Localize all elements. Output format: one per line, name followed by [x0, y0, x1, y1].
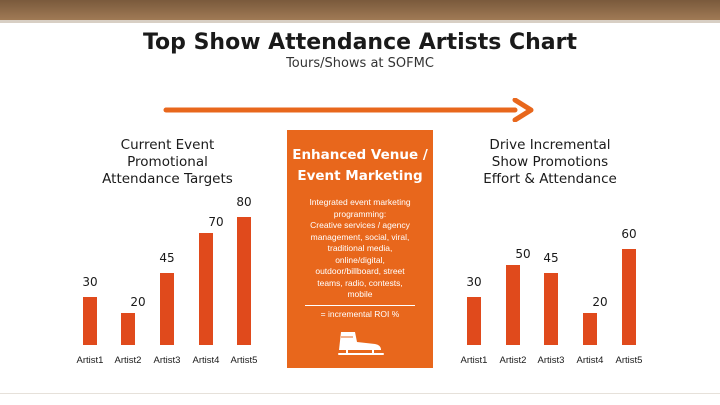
category-label: Artist1 — [76, 355, 104, 366]
center-box-divider — [305, 304, 415, 306]
center-box-roi: = incremental ROI % — [320, 308, 400, 319]
right-heading-line: Effort & Attendance — [483, 171, 617, 187]
bar-value-label: 50 — [515, 247, 531, 261]
progress-arrow-icon — [163, 97, 538, 126]
category-label: Artist5 — [230, 355, 258, 366]
center-heading-line: Event Marketing — [297, 168, 423, 184]
category-label: Artist3 — [537, 355, 565, 366]
bar-artist4 — [199, 233, 213, 345]
bar-artist1 — [83, 297, 97, 345]
page-subtitle: Tours/Shows at SOFMC — [286, 56, 434, 71]
bar-artist2 — [121, 313, 135, 345]
bar-value-label: 45 — [543, 251, 559, 265]
left-heading-line: Attendance Targets — [102, 171, 233, 187]
bar-artist1 — [467, 297, 481, 345]
top-decorative-bar — [0, 0, 720, 20]
left-heading-line: Promotional — [127, 154, 208, 170]
bar-artist4 — [583, 313, 597, 345]
ice-skate-icon — [335, 328, 387, 362]
bar-artist3 — [544, 273, 558, 345]
bar-value-label: 20 — [130, 295, 146, 309]
left-heading-line: Current Event — [120, 137, 215, 153]
right-heading-line: Drive Incremental — [489, 137, 611, 153]
center-box-heading: Enhanced Venue / Event Marketing — [287, 145, 433, 187]
category-label: Artist4 — [192, 355, 220, 366]
category-label: Artist2 — [114, 355, 142, 366]
center-body-line: management, social, viral, — [310, 231, 410, 242]
category-label: Artist2 — [499, 355, 527, 366]
center-body-line: mobile — [347, 289, 373, 299]
bar-value-label: 30 — [466, 275, 482, 289]
bar-value-label: 80 — [236, 195, 252, 209]
center-body-line: online/digital, — [335, 254, 385, 265]
center-body-line: Integrated event marketing — [309, 197, 411, 207]
page-title: Top Show Attendance Artists Chart — [142, 30, 578, 55]
center-body-line: teams, radio, contests, — [317, 277, 403, 288]
category-label: Artist4 — [576, 355, 604, 366]
center-box-body: Integrated event marketing programming: … — [299, 197, 421, 301]
right-heading-line: Show Promotions — [491, 154, 609, 170]
bar-value-label: 70 — [208, 215, 224, 229]
center-body-line: outdoor/billboard, street — [315, 266, 405, 276]
bar-value-label: 45 — [159, 251, 175, 265]
center-body-line: traditional media, — [327, 243, 393, 253]
bottom-divider — [0, 393, 720, 394]
bar-value-label: 60 — [621, 227, 637, 241]
category-label: Artist3 — [153, 355, 181, 366]
bar-artist5 — [237, 217, 251, 345]
enhanced-marketing-box: Enhanced Venue / Event Marketing Integra… — [287, 130, 433, 368]
category-label: Artist5 — [615, 355, 643, 366]
bar-artist3 — [160, 273, 174, 345]
bar-artist2 — [506, 265, 520, 345]
category-label: Artist1 — [460, 355, 488, 366]
center-body-line: programming: — [333, 208, 387, 219]
center-heading-line: Enhanced Venue / — [292, 147, 428, 163]
left-panel-heading: Current Event Promotional Attendance Tar… — [80, 137, 255, 188]
center-body-line: Creative services / agency — [310, 220, 410, 230]
top-bar-edge — [0, 20, 720, 23]
bar-value-label: 20 — [592, 295, 608, 309]
bar-value-label: 30 — [82, 275, 98, 289]
right-panel-heading: Drive Incremental Show Promotions Effort… — [470, 137, 630, 188]
bar-artist5 — [622, 249, 636, 345]
